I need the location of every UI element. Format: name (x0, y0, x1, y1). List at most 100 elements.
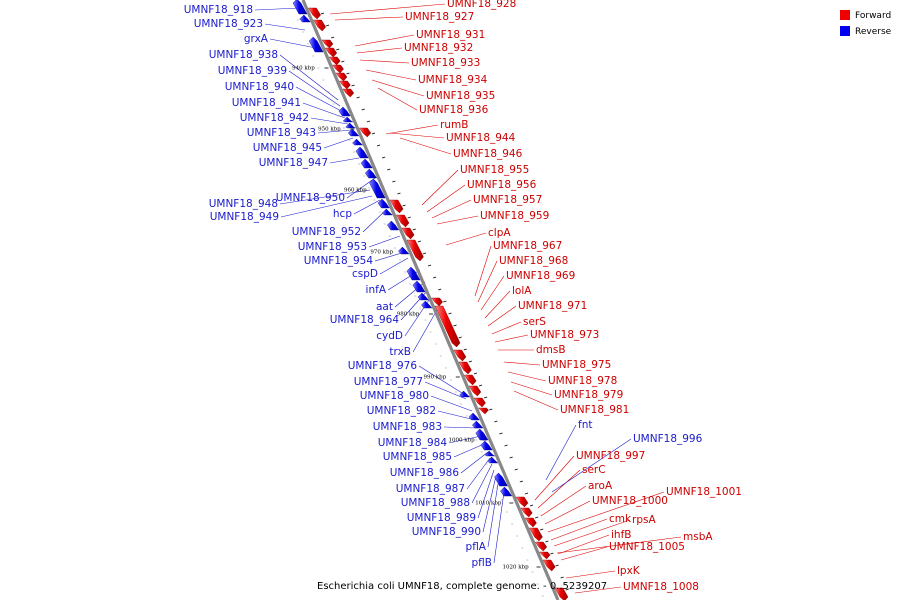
connector-reverse (418, 365, 463, 394)
reverse-gene (364, 168, 378, 179)
reverse-gene (369, 178, 386, 199)
minor-tick (560, 576, 564, 579)
connector-reverse (437, 410, 476, 421)
reverse-gene (377, 198, 390, 209)
connector-reverse (460, 451, 489, 474)
connector-forward (540, 485, 587, 517)
minor-tick (499, 432, 503, 435)
connector-forward (480, 275, 505, 311)
minor-tick (540, 528, 544, 531)
connector-forward (334, 16, 404, 21)
connector-reverse (288, 70, 341, 107)
minor-tick (489, 408, 493, 411)
reverse-gene-label: UMNF18_986 (390, 467, 460, 479)
tick-marks: 940 kbp 950 kbp 960 kbp 970 kbp 980 kbp 990 k… (292, 12, 569, 597)
forward-gene (473, 397, 486, 408)
connector-forward (547, 491, 665, 533)
connector-forward (491, 321, 522, 335)
forward-gene (431, 297, 443, 307)
forward-gene (313, 19, 326, 32)
reverse-gene (500, 486, 513, 497)
reverse-gene (480, 440, 493, 451)
connector-reverse (430, 395, 473, 412)
forward-gene-label: UMNF18_957 (473, 194, 542, 206)
tick-label: 1000 kbp (449, 438, 476, 444)
minor-tick (468, 360, 472, 363)
minor-tick (438, 288, 442, 291)
label-connectors (254, 3, 682, 594)
minor-tick (336, 48, 340, 51)
forward-gene-label: UMNF18_981 (560, 404, 629, 416)
minor-tick (351, 84, 355, 87)
connector-forward (436, 215, 479, 225)
reverse-gene-label: hcp (333, 208, 352, 220)
connector-reverse (269, 38, 317, 49)
minor-tick (427, 264, 432, 267)
reverse-gene (398, 246, 410, 255)
connector-reverse (424, 381, 467, 400)
connector-forward (487, 305, 517, 327)
forward-gene (542, 559, 556, 572)
reverse-gene-label: UMNF18_923 (194, 18, 263, 30)
connector-forward (365, 69, 417, 81)
connector-forward (389, 132, 445, 139)
reverse-gene-label: cspD (352, 268, 378, 280)
connector-forward (421, 169, 459, 206)
gene-features (292, 0, 569, 600)
forward-gene-label: cmk (609, 513, 632, 525)
connector-forward (426, 184, 466, 213)
forward-gene-label: ihfB (611, 529, 631, 541)
forward-gene-label: UMNF18_973 (530, 329, 599, 341)
reverse-gene-label: UMNF18_947 (259, 157, 328, 169)
minor-tick (371, 132, 376, 135)
connector-forward (377, 87, 418, 111)
reverse-gene (421, 300, 433, 309)
reverse-gene (308, 36, 324, 53)
reverse-gene (494, 472, 508, 487)
forward-gene-label: UMNF18_934 (418, 74, 488, 86)
forward-gene-label: UMNF18_971 (518, 300, 587, 312)
connector-forward (534, 455, 575, 501)
reverse-gene (406, 266, 421, 281)
connector-reverse (264, 23, 306, 31)
forward-gene (342, 88, 355, 98)
reverse-gene-label: fnt (578, 419, 592, 431)
reverse-gene-label: pflA (466, 541, 487, 553)
reverse-gene-label: UMNF18_949 (210, 211, 279, 223)
connector-reverse (374, 251, 406, 262)
forward-gene-label: UMNF18_927 (405, 11, 474, 23)
minor-tick (382, 156, 386, 159)
forward-gene-label: UMNF18_933 (411, 57, 480, 69)
connector-forward (356, 47, 403, 54)
forward-gene (539, 551, 551, 560)
tick-label: 940 kbp (292, 66, 315, 72)
legend-label-reverse: Reverse (855, 27, 892, 37)
connector-forward (484, 290, 511, 319)
connector-forward (544, 500, 591, 525)
forward-gene (453, 349, 467, 362)
forward-gene-label: UMNF18_969 (506, 270, 575, 282)
reverse-gene (417, 292, 429, 301)
reverse-gene (387, 220, 400, 231)
reverse-gene (292, 0, 308, 15)
minor-tick (529, 504, 534, 507)
forward-gene-label: UMNF18_928 (447, 0, 516, 10)
reverse-gene (475, 428, 489, 441)
reverse-gene (352, 138, 364, 146)
forward-gene (477, 407, 489, 415)
reverse-gene (468, 412, 480, 421)
connector-reverse (471, 463, 493, 504)
legend-label-forward: Forward (855, 11, 891, 21)
forward-gene (401, 227, 415, 240)
minor-tick (412, 228, 416, 231)
reverse-gene-label: UMNF18_980 (360, 390, 429, 402)
connector-reverse (280, 195, 373, 218)
forward-gene-label: serC (582, 464, 606, 476)
forward-gene (534, 541, 548, 552)
connector-forward (431, 199, 472, 219)
minor-tick (402, 204, 406, 207)
minor-tick (392, 180, 396, 183)
reverse-gene-label: UMNF18_989 (407, 512, 476, 524)
genome-backbone (301, 0, 560, 600)
